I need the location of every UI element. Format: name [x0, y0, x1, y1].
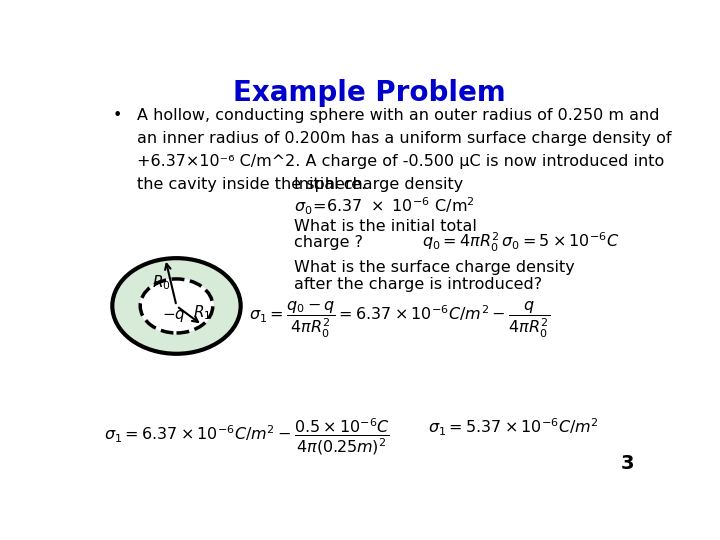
Text: $R_1$: $R_1$	[193, 303, 211, 322]
Text: A hollow, conducting sphere with an outer radius of 0.250 m and: A hollow, conducting sphere with an oute…	[138, 109, 660, 124]
Text: $\sigma_1 = 6.37\times10^{-6}C/m^2 - \dfrac{0.5\times10^{-6}C}{4\pi(0.25m)^2}$: $\sigma_1 = 6.37\times10^{-6}C/m^2 - \df…	[104, 416, 390, 456]
Text: Initial charge density: Initial charge density	[294, 177, 463, 192]
Circle shape	[140, 279, 213, 333]
Text: What is the initial total: What is the initial total	[294, 219, 477, 234]
Text: $q_0 = 4\pi R_0^2\,\sigma_0 = 5\times10^{-6}C$: $q_0 = 4\pi R_0^2\,\sigma_0 = 5\times10^…	[422, 231, 619, 254]
Text: charge ?: charge ?	[294, 235, 363, 250]
Text: •: •	[112, 109, 122, 124]
Text: the cavity inside the sphere.: the cavity inside the sphere.	[138, 177, 366, 192]
Text: $\sigma_1 = 5.37\times10^{-6}C/m^2$: $\sigma_1 = 5.37\times10^{-6}C/m^2$	[428, 416, 598, 437]
Circle shape	[112, 258, 240, 354]
Text: Example Problem: Example Problem	[233, 79, 505, 107]
Text: an inner radius of 0.200m has a uniform surface charge density of: an inner radius of 0.200m has a uniform …	[138, 131, 672, 146]
Text: $\sigma_1 = \dfrac{q_0-q}{4\pi R_0^2} = 6.37\times10^{-6}C/m^2 - \dfrac{q}{4\pi : $\sigma_1 = \dfrac{q_0-q}{4\pi R_0^2} = …	[249, 300, 550, 340]
Text: $R_0$: $R_0$	[151, 273, 170, 292]
Text: 3: 3	[621, 454, 634, 473]
Text: $-q$: $-q$	[162, 308, 186, 325]
Text: +6.37×10⁻⁶ C/m^2. A charge of -0.500 μC is now introduced into: +6.37×10⁻⁶ C/m^2. A charge of -0.500 μC …	[138, 154, 665, 169]
Text: $\sigma_0\!=\!6.37\ \times\ 10^{-6}\ \mathrm{C/m^2}$: $\sigma_0\!=\!6.37\ \times\ 10^{-6}\ \ma…	[294, 196, 474, 217]
Text: after the charge is introduced?: after the charge is introduced?	[294, 277, 541, 292]
Text: What is the surface charge density: What is the surface charge density	[294, 260, 575, 275]
